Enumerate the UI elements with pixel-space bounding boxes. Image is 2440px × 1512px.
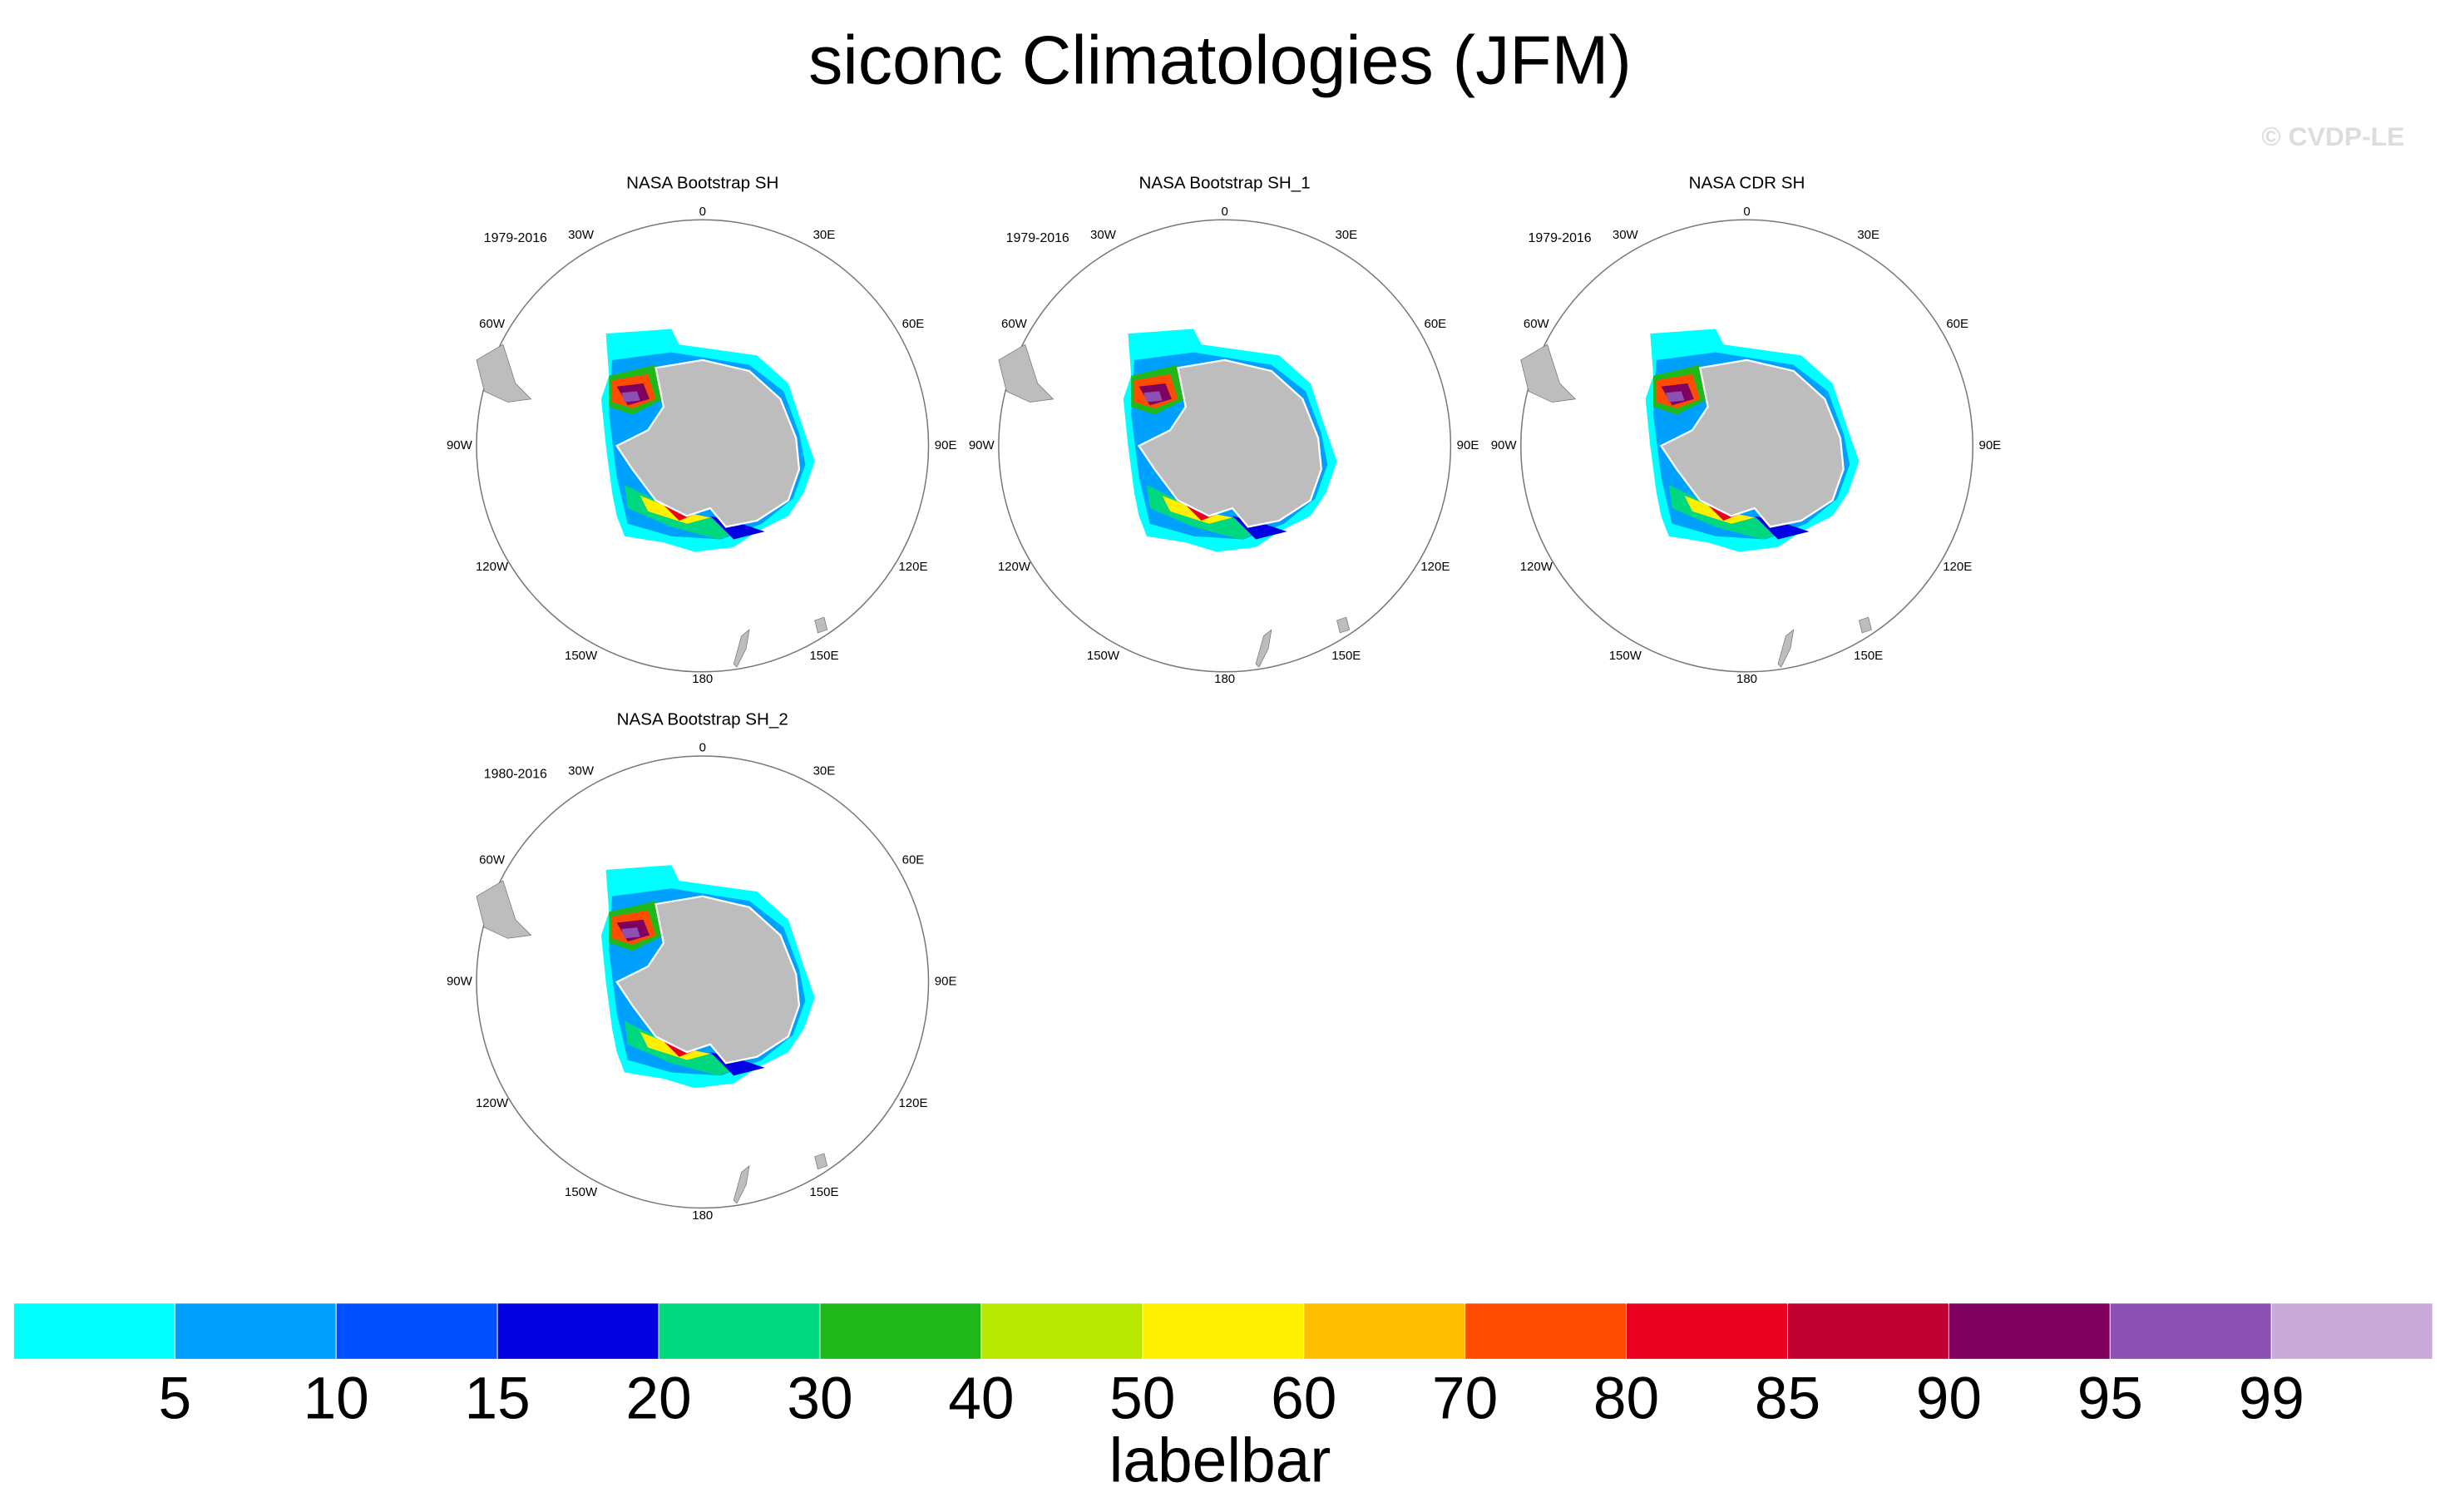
- longitude-label: 30E: [1857, 228, 1879, 242]
- labelbar-level: 60: [1271, 1366, 1336, 1432]
- panel-title: NASA CDR SH: [1689, 174, 1805, 193]
- panel-title: NASA Bootstrap SH_2: [617, 709, 788, 729]
- labelbar-box: [1948, 1302, 2111, 1360]
- longitude-label: 0: [699, 205, 706, 219]
- longitude-label: 60E: [902, 317, 925, 331]
- longitude-label: 150W: [1609, 649, 1642, 663]
- longitude-label: 30W: [1090, 228, 1117, 242]
- longitude-label: 0: [699, 741, 706, 755]
- longitude-label: 120E: [1943, 560, 1972, 574]
- copyright: © CVDP-LE: [2261, 121, 2404, 151]
- labelbar-title: labelbar: [1109, 1426, 1331, 1495]
- longitude-label: 180: [692, 1208, 713, 1223]
- panel-years: 1980-2016: [484, 768, 547, 782]
- map-panel: NASA CDR SH 1979-2016 0 30E 60E 90E 120E 150E 18…: [1491, 174, 2002, 687]
- labelbar-level: 90: [1916, 1366, 1982, 1432]
- longitude-label: 30E: [1335, 228, 1357, 242]
- longitude-label: 120E: [1420, 560, 1450, 574]
- longitude-label: 90W: [1491, 438, 1518, 452]
- map-panel: NASA Bootstrap SH_1 1979-2016 0 30E 60E 90E 12…: [969, 174, 1479, 687]
- panel-years: 1979-2016: [1529, 231, 1592, 245]
- labelbar-box: [1626, 1302, 1788, 1360]
- longitude-label: 120W: [998, 560, 1031, 574]
- polar-map: [475, 219, 930, 673]
- map-panel: NASA Bootstrap SH_2 1980-2016 0 30E 60E 90E 12…: [447, 709, 957, 1223]
- longitude-label: 150W: [565, 1185, 598, 1199]
- labelbar-level: 40: [948, 1366, 1014, 1432]
- longitude-label: 90E: [935, 438, 957, 452]
- longitude-label: 30W: [1613, 228, 1639, 242]
- labelbar-level: 70: [1432, 1366, 1498, 1432]
- longitude-label: 180: [692, 672, 713, 686]
- labelbar-box: [1142, 1302, 1305, 1360]
- longitude-label: 120E: [898, 560, 927, 574]
- labelbar-box: [12, 1302, 175, 1360]
- longitude-label: 120W: [1520, 560, 1553, 574]
- labelbar-level: 10: [304, 1366, 369, 1432]
- labelbar-box: [174, 1302, 337, 1360]
- longitude-label: 120W: [476, 1096, 509, 1110]
- labelbar-box: [496, 1302, 659, 1360]
- longitude-label: 90E: [935, 975, 957, 989]
- labelbar-level: 30: [787, 1366, 852, 1432]
- longitude-label: 90E: [1979, 438, 2002, 452]
- longitude-label: 180: [1214, 672, 1235, 686]
- labelbar-box: [335, 1302, 498, 1360]
- labelbar-box: [2270, 1302, 2433, 1360]
- labelbar-box: [1786, 1302, 1949, 1360]
- longitude-label: 60E: [1946, 317, 1968, 331]
- longitude-label: 180: [1736, 672, 1757, 686]
- longitude-label: 60W: [479, 317, 506, 331]
- longitude-label: 60W: [1524, 317, 1550, 331]
- longitude-label: 90W: [969, 438, 995, 452]
- longitude-label: 30W: [568, 228, 595, 242]
- longitude-label: 90W: [447, 975, 473, 989]
- labelbar-box: [1303, 1302, 1466, 1360]
- labelbar-box: [658, 1302, 821, 1360]
- panel-years: 1979-2016: [484, 231, 547, 245]
- polar-map: [997, 219, 1452, 673]
- longitude-label: 150E: [1331, 649, 1361, 663]
- figure-title: siconc Climatologies (JFM): [808, 22, 1632, 98]
- longitude-label: 60W: [1001, 317, 1028, 331]
- longitude-label: 0: [1743, 205, 1750, 219]
- map-panel: NASA Bootstrap SH 1979-2016 0 30E 60E 90E 120E…: [447, 174, 957, 687]
- longitude-label: 120W: [476, 560, 509, 574]
- longitude-label: 90W: [447, 438, 473, 452]
- labelbar-level: 50: [1109, 1366, 1175, 1432]
- longitude-label: 30E: [813, 764, 836, 778]
- longitude-label: 150W: [1087, 649, 1120, 663]
- labelbar-level: 80: [1593, 1366, 1659, 1432]
- polar-map: [475, 754, 930, 1209]
- labelbar-box: [1464, 1302, 1627, 1360]
- longitude-label: 60E: [1424, 317, 1446, 331]
- panel-title: NASA Bootstrap SH_1: [1139, 174, 1311, 193]
- labelbar-level: 5: [158, 1366, 191, 1432]
- labelbar-box: [980, 1302, 1143, 1360]
- panel-title: NASA Bootstrap SH: [626, 174, 778, 193]
- labelbar-level: 95: [2077, 1366, 2143, 1432]
- labelbar-level: 99: [2239, 1366, 2304, 1432]
- longitude-label: 60E: [902, 853, 925, 867]
- longitude-label: 150E: [809, 1185, 838, 1199]
- longitude-label: 150E: [1854, 649, 1883, 663]
- longitude-label: 60W: [479, 853, 506, 867]
- longitude-label: 90E: [1457, 438, 1479, 452]
- longitude-label: 0: [1221, 205, 1227, 219]
- labelbar-box: [2109, 1302, 2272, 1360]
- panel-years: 1979-2016: [1006, 231, 1069, 245]
- labelbar-level: 85: [1755, 1366, 1820, 1432]
- longitude-label: 120E: [898, 1096, 927, 1110]
- longitude-label: 30W: [568, 764, 595, 778]
- labelbar-level: 15: [464, 1366, 530, 1432]
- longitude-label: 30E: [813, 228, 836, 242]
- labelbar-level: 20: [625, 1366, 691, 1432]
- polar-map: [1519, 219, 1974, 673]
- longitude-label: 150W: [565, 649, 598, 663]
- labelbar-box: [819, 1302, 982, 1360]
- longitude-label: 150E: [809, 649, 838, 663]
